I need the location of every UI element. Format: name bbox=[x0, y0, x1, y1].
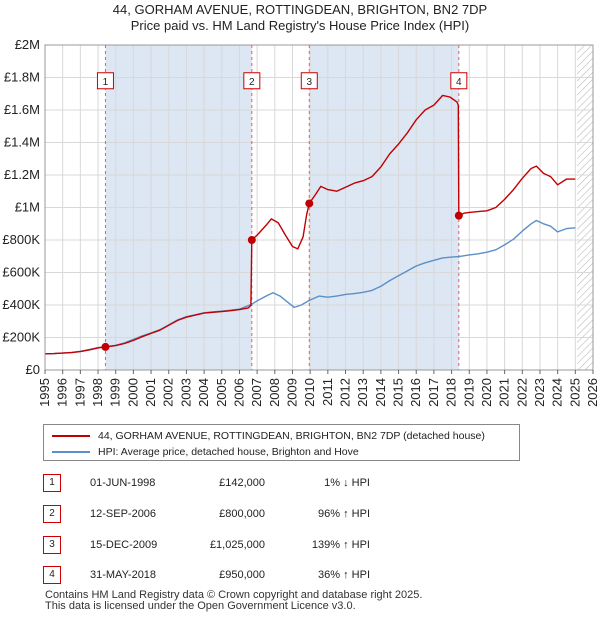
sale-price: £950,000 bbox=[219, 569, 265, 581]
x-tick-label: 2000 bbox=[125, 378, 140, 407]
sale-marker-box bbox=[450, 72, 468, 90]
x-tick-label: 2017 bbox=[426, 378, 441, 407]
sale-row: 3 15-DEC-2009 £1,025,000 139% ↑ HPI bbox=[0, 536, 600, 554]
x-tick-label: 2021 bbox=[497, 378, 512, 407]
sale-row: 4 31-MAY-2018 £950,000 36% ↑ HPI bbox=[0, 566, 600, 584]
x-tick-label: 2024 bbox=[550, 378, 565, 407]
sale-point bbox=[101, 342, 110, 351]
hpi-line bbox=[45, 219, 576, 355]
sale-marker-label: 4 bbox=[456, 77, 462, 88]
footer-licence: This data is licensed under the Open Gov… bbox=[45, 600, 356, 612]
chart-title: 44, GORHAM AVENUE, ROTTINGDEAN, BRIGHTON… bbox=[0, 2, 600, 34]
x-tick-label: 2016 bbox=[408, 378, 423, 407]
sale-marker-label: 1 bbox=[103, 77, 109, 88]
sales-table: 1 01-JUN-1998 £142,000 1% ↓ HPI 2 12-SEP… bbox=[0, 470, 600, 585]
x-tick-label: 2001 bbox=[143, 378, 158, 407]
x-tick-label: 2003 bbox=[178, 378, 193, 407]
y-tick-label: £1.2M bbox=[4, 167, 40, 182]
chart-title-line2: Price paid vs. HM Land Registry's House … bbox=[130, 18, 470, 33]
sale-date: 31-MAY-2018 bbox=[90, 569, 157, 581]
y-tick-label: £2M bbox=[15, 37, 40, 52]
sale-badge: 4 bbox=[43, 566, 61, 584]
legend-item-hpi: HPI: Average price, detached house, Brig… bbox=[52, 444, 359, 460]
x-tick-label: 2023 bbox=[532, 378, 547, 407]
x-tick-label: 1998 bbox=[90, 378, 105, 407]
legend-swatch-property bbox=[52, 435, 90, 438]
y-tick-label: £1M bbox=[15, 200, 40, 215]
x-tick-label: 2008 bbox=[267, 378, 282, 407]
sale-price: £1,025,000 bbox=[209, 539, 265, 551]
y-tick-label: £800K bbox=[2, 232, 40, 247]
sale-date: 01-JUN-1998 bbox=[90, 477, 156, 489]
x-tick-label: 1995 bbox=[37, 378, 52, 407]
x-tick-label: 2015 bbox=[391, 378, 406, 407]
sale-date: 12-SEP-2006 bbox=[90, 508, 157, 520]
x-tick-label: 2013 bbox=[355, 378, 370, 407]
sale-marker-box bbox=[243, 72, 261, 90]
x-tick-label: 1997 bbox=[72, 378, 87, 407]
x-tick-label: 2018 bbox=[444, 378, 459, 407]
sale-marker-label: 2 bbox=[249, 77, 255, 88]
sale-row: 1 01-JUN-1998 £142,000 1% ↓ HPI bbox=[0, 474, 600, 492]
y-tick-label: £400K bbox=[2, 297, 40, 312]
sale-marker-label: 3 bbox=[306, 77, 312, 88]
y-tick-label: £1.8M bbox=[4, 70, 40, 85]
x-tick-label: 2010 bbox=[302, 378, 317, 407]
x-tick-label: 2026 bbox=[585, 378, 600, 407]
x-tick-label: 2004 bbox=[196, 378, 211, 407]
y-tick-label: £1.4M bbox=[4, 135, 40, 150]
sale-hpi-change: 139% ↑ HPI bbox=[311, 539, 370, 551]
legend-swatch-hpi bbox=[52, 451, 90, 454]
x-tick-label: 2020 bbox=[479, 378, 494, 407]
legend-item-property: 44, GORHAM AVENUE, ROTTINGDEAN, BRIGHTON… bbox=[52, 428, 485, 444]
plot-frame bbox=[44, 44, 594, 371]
x-tick-label: 2014 bbox=[373, 378, 388, 407]
sale-date: 15-DEC-2009 bbox=[90, 539, 158, 551]
sale-point bbox=[454, 211, 463, 220]
footer: Contains HM Land Registry data © Crown c… bbox=[45, 590, 585, 612]
sale-badge: 3 bbox=[43, 536, 61, 554]
y-tick-label: £0 bbox=[26, 362, 40, 377]
y-tick-label: £600K bbox=[2, 265, 40, 280]
x-tick-label: 2022 bbox=[514, 378, 529, 407]
x-tick-label: 2002 bbox=[161, 378, 176, 407]
sale-marker-box bbox=[300, 72, 318, 90]
x-tick-label: 2011 bbox=[320, 378, 335, 406]
x-tick-label: 1996 bbox=[55, 378, 70, 407]
footer-copyright: Contains HM Land Registry data © Crown c… bbox=[45, 589, 423, 601]
sale-point bbox=[247, 236, 256, 244]
x-tick-label: 2012 bbox=[338, 378, 353, 407]
sale-point bbox=[305, 199, 314, 208]
y-tick-label: £200K bbox=[2, 330, 40, 345]
x-tick-label: 2006 bbox=[231, 378, 246, 407]
sale-hpi-change: 36% ↑ HPI bbox=[318, 569, 370, 581]
sale-row: 2 12-SEP-2006 £800,000 96% ↑ HPI bbox=[0, 505, 600, 523]
chart-title-line1: 44, GORHAM AVENUE, ROTTINGDEAN, BRIGHTON… bbox=[112, 2, 488, 17]
sale-marker-box bbox=[96, 72, 114, 90]
x-tick-label: 2007 bbox=[249, 378, 264, 407]
legend-label-property: 44, GORHAM AVENUE, ROTTINGDEAN, BRIGHTON… bbox=[98, 430, 485, 442]
legend: 44, GORHAM AVENUE, ROTTINGDEAN, BRIGHTON… bbox=[43, 424, 520, 461]
sale-hpi-change: 1% ↓ HPI bbox=[324, 477, 370, 489]
x-tick-label: 1999 bbox=[108, 378, 123, 407]
sale-hpi-change: 96% ↑ HPI bbox=[318, 508, 370, 520]
x-tick-label: 2019 bbox=[461, 378, 476, 407]
sale-price: £800,000 bbox=[219, 508, 265, 520]
sale-badge: 1 bbox=[43, 474, 61, 492]
price-chart: 1 2 3 4 £0 £200K £400K £600K £800K £1M £1.2M £1.4M… bbox=[2, 37, 600, 407]
legend-label-hpi: HPI: Average price, detached house, Brig… bbox=[98, 446, 359, 458]
x-tick-label: 2025 bbox=[567, 378, 582, 407]
x-tick-label: 2009 bbox=[284, 378, 299, 407]
x-tick-label: 2005 bbox=[214, 378, 229, 407]
y-tick-label: £1.6M bbox=[4, 102, 40, 117]
sale-badge: 2 bbox=[43, 505, 61, 523]
sale-price: £142,000 bbox=[219, 477, 265, 489]
